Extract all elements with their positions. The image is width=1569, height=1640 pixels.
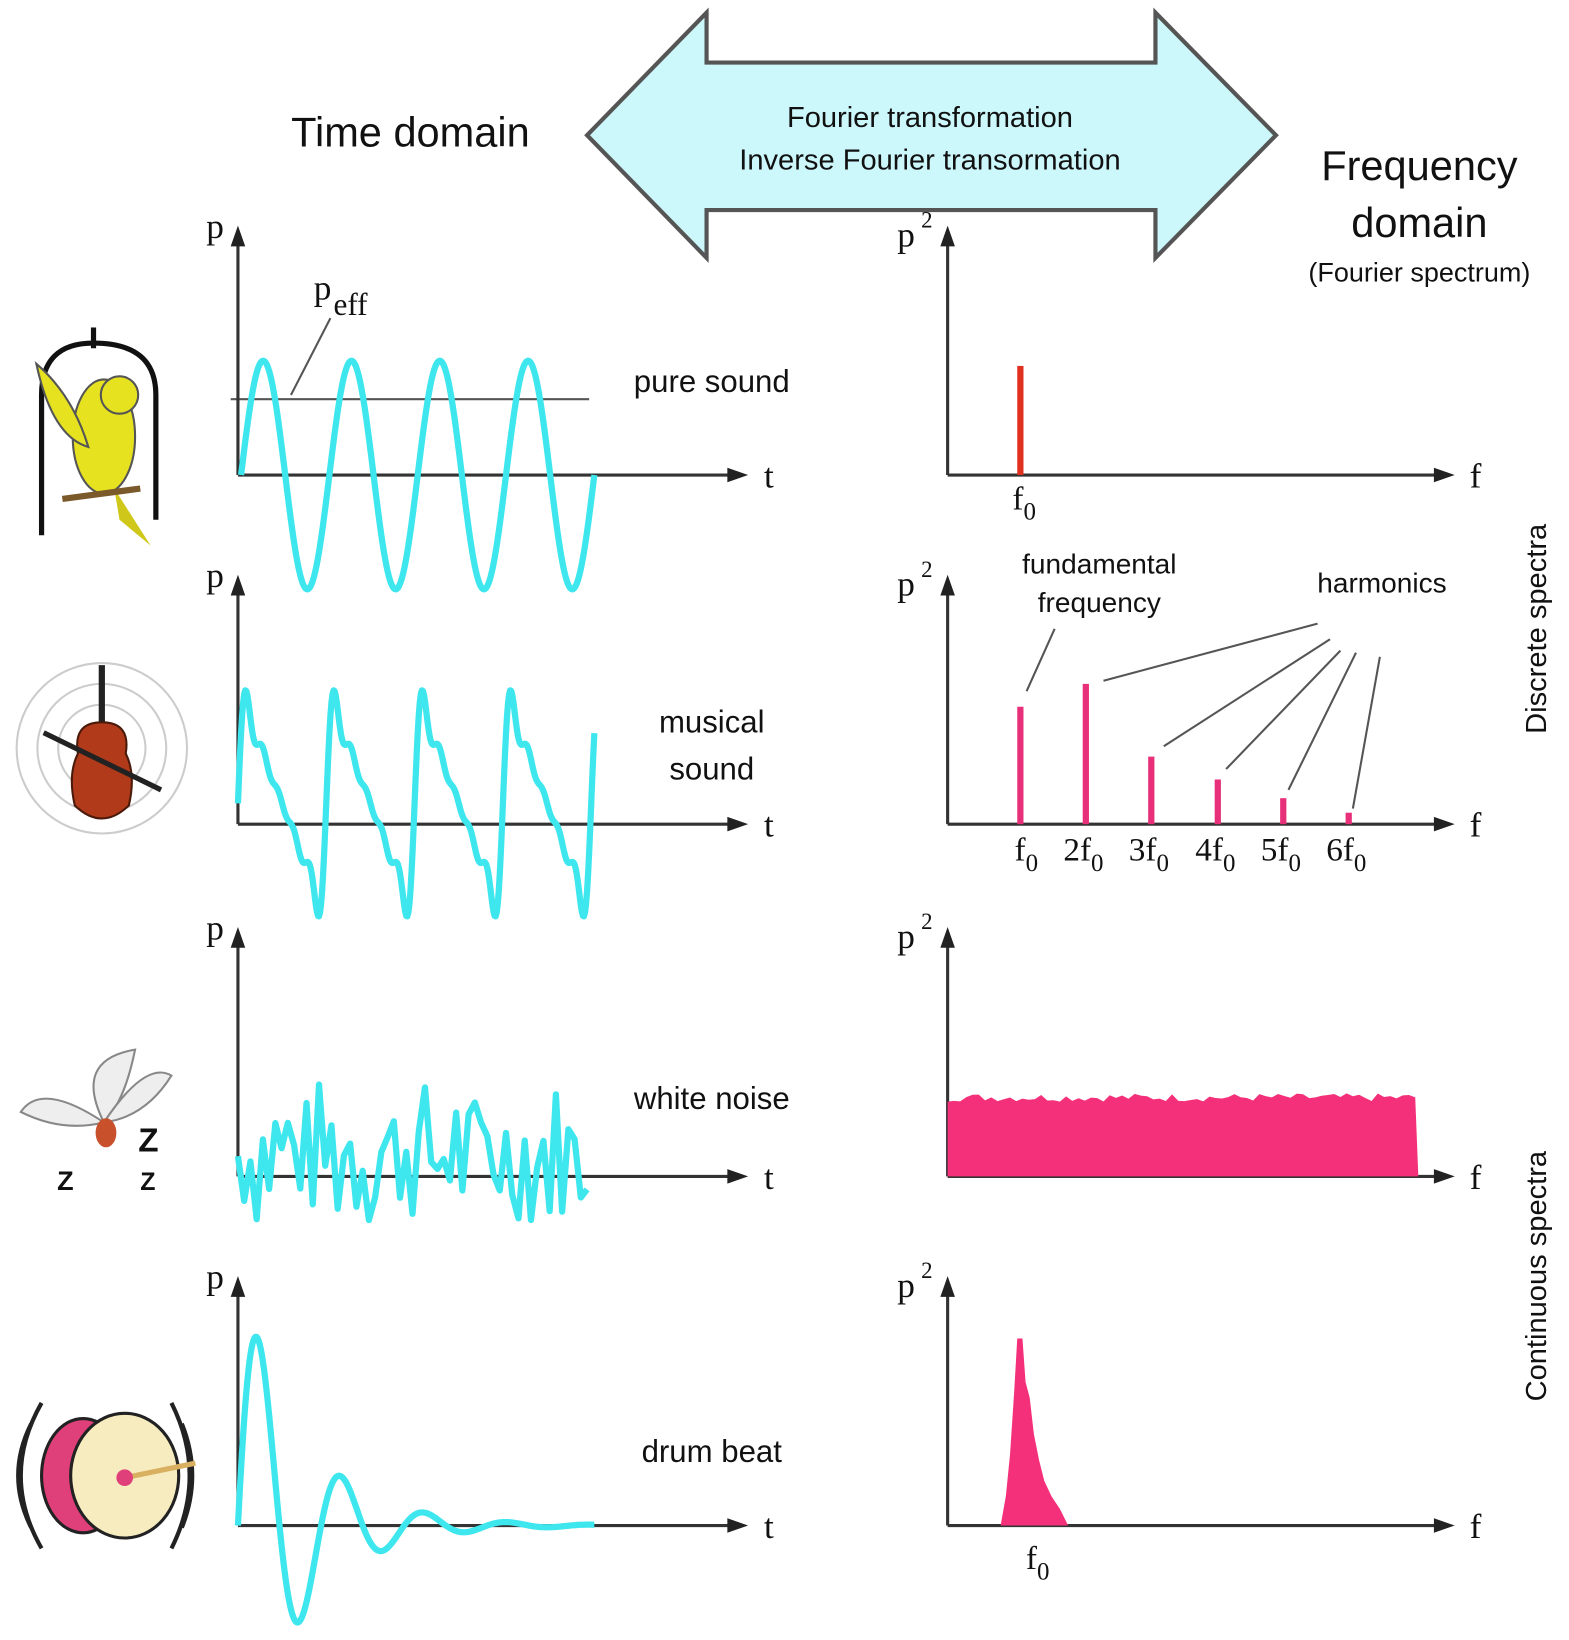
mosquito-icon: Z Z Z [19,1048,173,1196]
icon-glyph: Z [140,1168,155,1196]
side-label: Discrete spectra [1521,523,1553,734]
annotation: harmonics [1317,567,1446,598]
frequency-label: f [1026,1540,1038,1577]
frequency-label: 0 [1354,850,1366,877]
continuous-spectrum [947,1093,1419,1177]
pure-waveform [237,357,598,593]
arrow-head [230,574,246,596]
spectral-line [1017,706,1024,825]
frequency-label: 4f [1195,832,1224,869]
arrow-head [727,467,749,483]
frequency-label: 3f [1129,832,1158,869]
arrow-head [940,927,955,948]
leader-lines [1025,622,1381,809]
axis-label: f [1470,1158,1482,1197]
arrow-head [1433,1169,1455,1184]
axis-label: p [897,1266,915,1305]
side-label: Continuous spectra [1521,1150,1553,1401]
time-domain-title: Time domain [291,109,530,156]
arrow-head [230,927,246,948]
frequency-label: 2f [1063,832,1092,869]
arrow-head [727,1518,749,1533]
spectral-line [1345,812,1352,825]
peff-label: eff [334,287,369,322]
arrow-head [940,1276,955,1297]
bird-icon [34,327,159,546]
continuous-spectrum [1000,1338,1069,1526]
arrow-text: Fourier transformation [787,102,1073,134]
axis-label: p [897,565,915,604]
frequency-label: 0 [1026,850,1038,877]
frequency-label: 0 [1288,850,1300,877]
signal-label: white noise [633,1081,790,1116]
axis-label: t [764,1158,774,1197]
frequency-label: f [1012,480,1024,517]
axis-label: 2 [921,208,932,233]
leader-line [290,317,332,396]
arrow-head [1433,816,1455,832]
axis-label: 2 [921,909,932,934]
axis-label: 2 [921,1258,932,1283]
signal-label: drum beat [642,1434,783,1469]
spectral-line [1280,798,1287,825]
drum-waveform [234,1333,597,1626]
arrow-head [1433,1518,1455,1533]
annotation: fundamental [1022,549,1176,580]
arrow-head [230,225,246,247]
frequency-label: 5f [1261,832,1290,869]
frequency-label: 0 [1023,499,1035,526]
peff-label: p [314,268,332,307]
axis-label: 2 [921,557,932,582]
icon-glyph: Z [57,1166,73,1196]
axis-label: p [206,207,224,246]
noise-waveform [234,1081,590,1224]
spectral-line [1214,779,1221,825]
arrow-head [230,1276,246,1297]
frequency-label: f [1014,832,1026,869]
signal-label: musical [659,705,765,740]
frequency-label: 0 [1091,850,1103,877]
spectral-line [1017,365,1024,476]
arrow-head [727,816,749,832]
arrow-head [727,1169,749,1184]
axis-label: p [206,1258,224,1297]
spectral-line [1148,756,1155,825]
axis-label: f [1470,456,1482,495]
axis-label: p [897,215,915,254]
icon-glyph: Z [138,1122,158,1159]
signal-label: pure sound [634,364,790,399]
frequency-domain-title: Frequency [1321,142,1518,189]
frequency-label: 0 [1156,850,1168,877]
frequency-label: 0 [1223,850,1235,877]
musical-waveform [234,687,598,920]
frequency-label: 6f [1326,832,1355,869]
axis-label: f [1470,1507,1482,1546]
annotation: frequency [1038,587,1161,618]
axis-label: t [764,456,774,495]
transform-arrow [584,7,1279,263]
arrow-head [1433,467,1455,483]
arrow-text: Inverse Fourier transormation [739,145,1120,177]
frequency-domain-title: domain [1351,199,1487,246]
axis-label: p [897,917,915,956]
violin-icon [15,662,189,835]
frequency-note: (Fourier spectrum) [1308,258,1530,288]
spectral-line [1082,683,1089,825]
axis-label: t [764,1507,774,1546]
signal-label: sound [669,751,754,786]
axis-label: f [1470,806,1482,845]
arrow-head [940,225,955,247]
axis-label: p [206,556,224,595]
axis-label: p [206,908,224,947]
axis-label: t [764,806,774,845]
frequency-label: 0 [1037,1559,1049,1586]
arrow-head [940,574,955,596]
drum-icon [16,1401,196,1550]
